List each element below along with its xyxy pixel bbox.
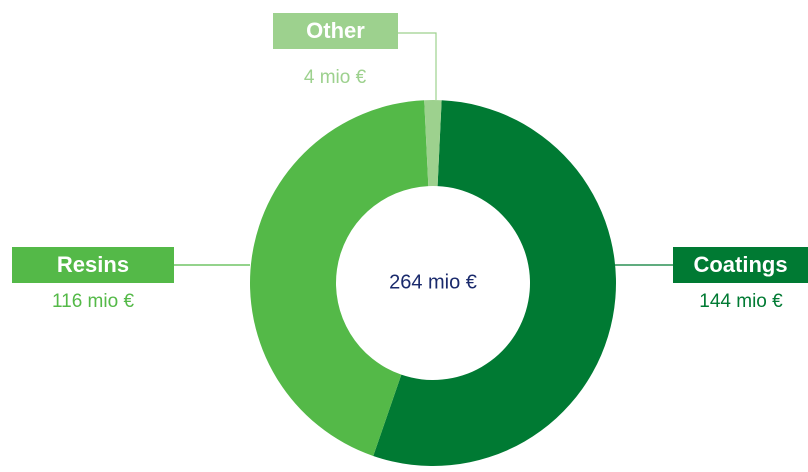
label-box [273, 13, 398, 49]
slice [424, 100, 442, 187]
category-label: Coatings [693, 252, 787, 277]
label-box [673, 247, 808, 283]
connector [398, 32, 437, 100]
slice [250, 100, 429, 456]
slices [250, 100, 617, 467]
slice [373, 100, 617, 467]
label-box [12, 247, 174, 283]
value-label: 144 mio € [699, 291, 783, 312]
center-label: 264 mio € [389, 271, 477, 293]
value-label: 116 mio € [52, 291, 134, 312]
value-label: 4 mio € [304, 67, 367, 88]
category-label: Resins [57, 252, 129, 277]
category-label: Other [306, 18, 365, 43]
